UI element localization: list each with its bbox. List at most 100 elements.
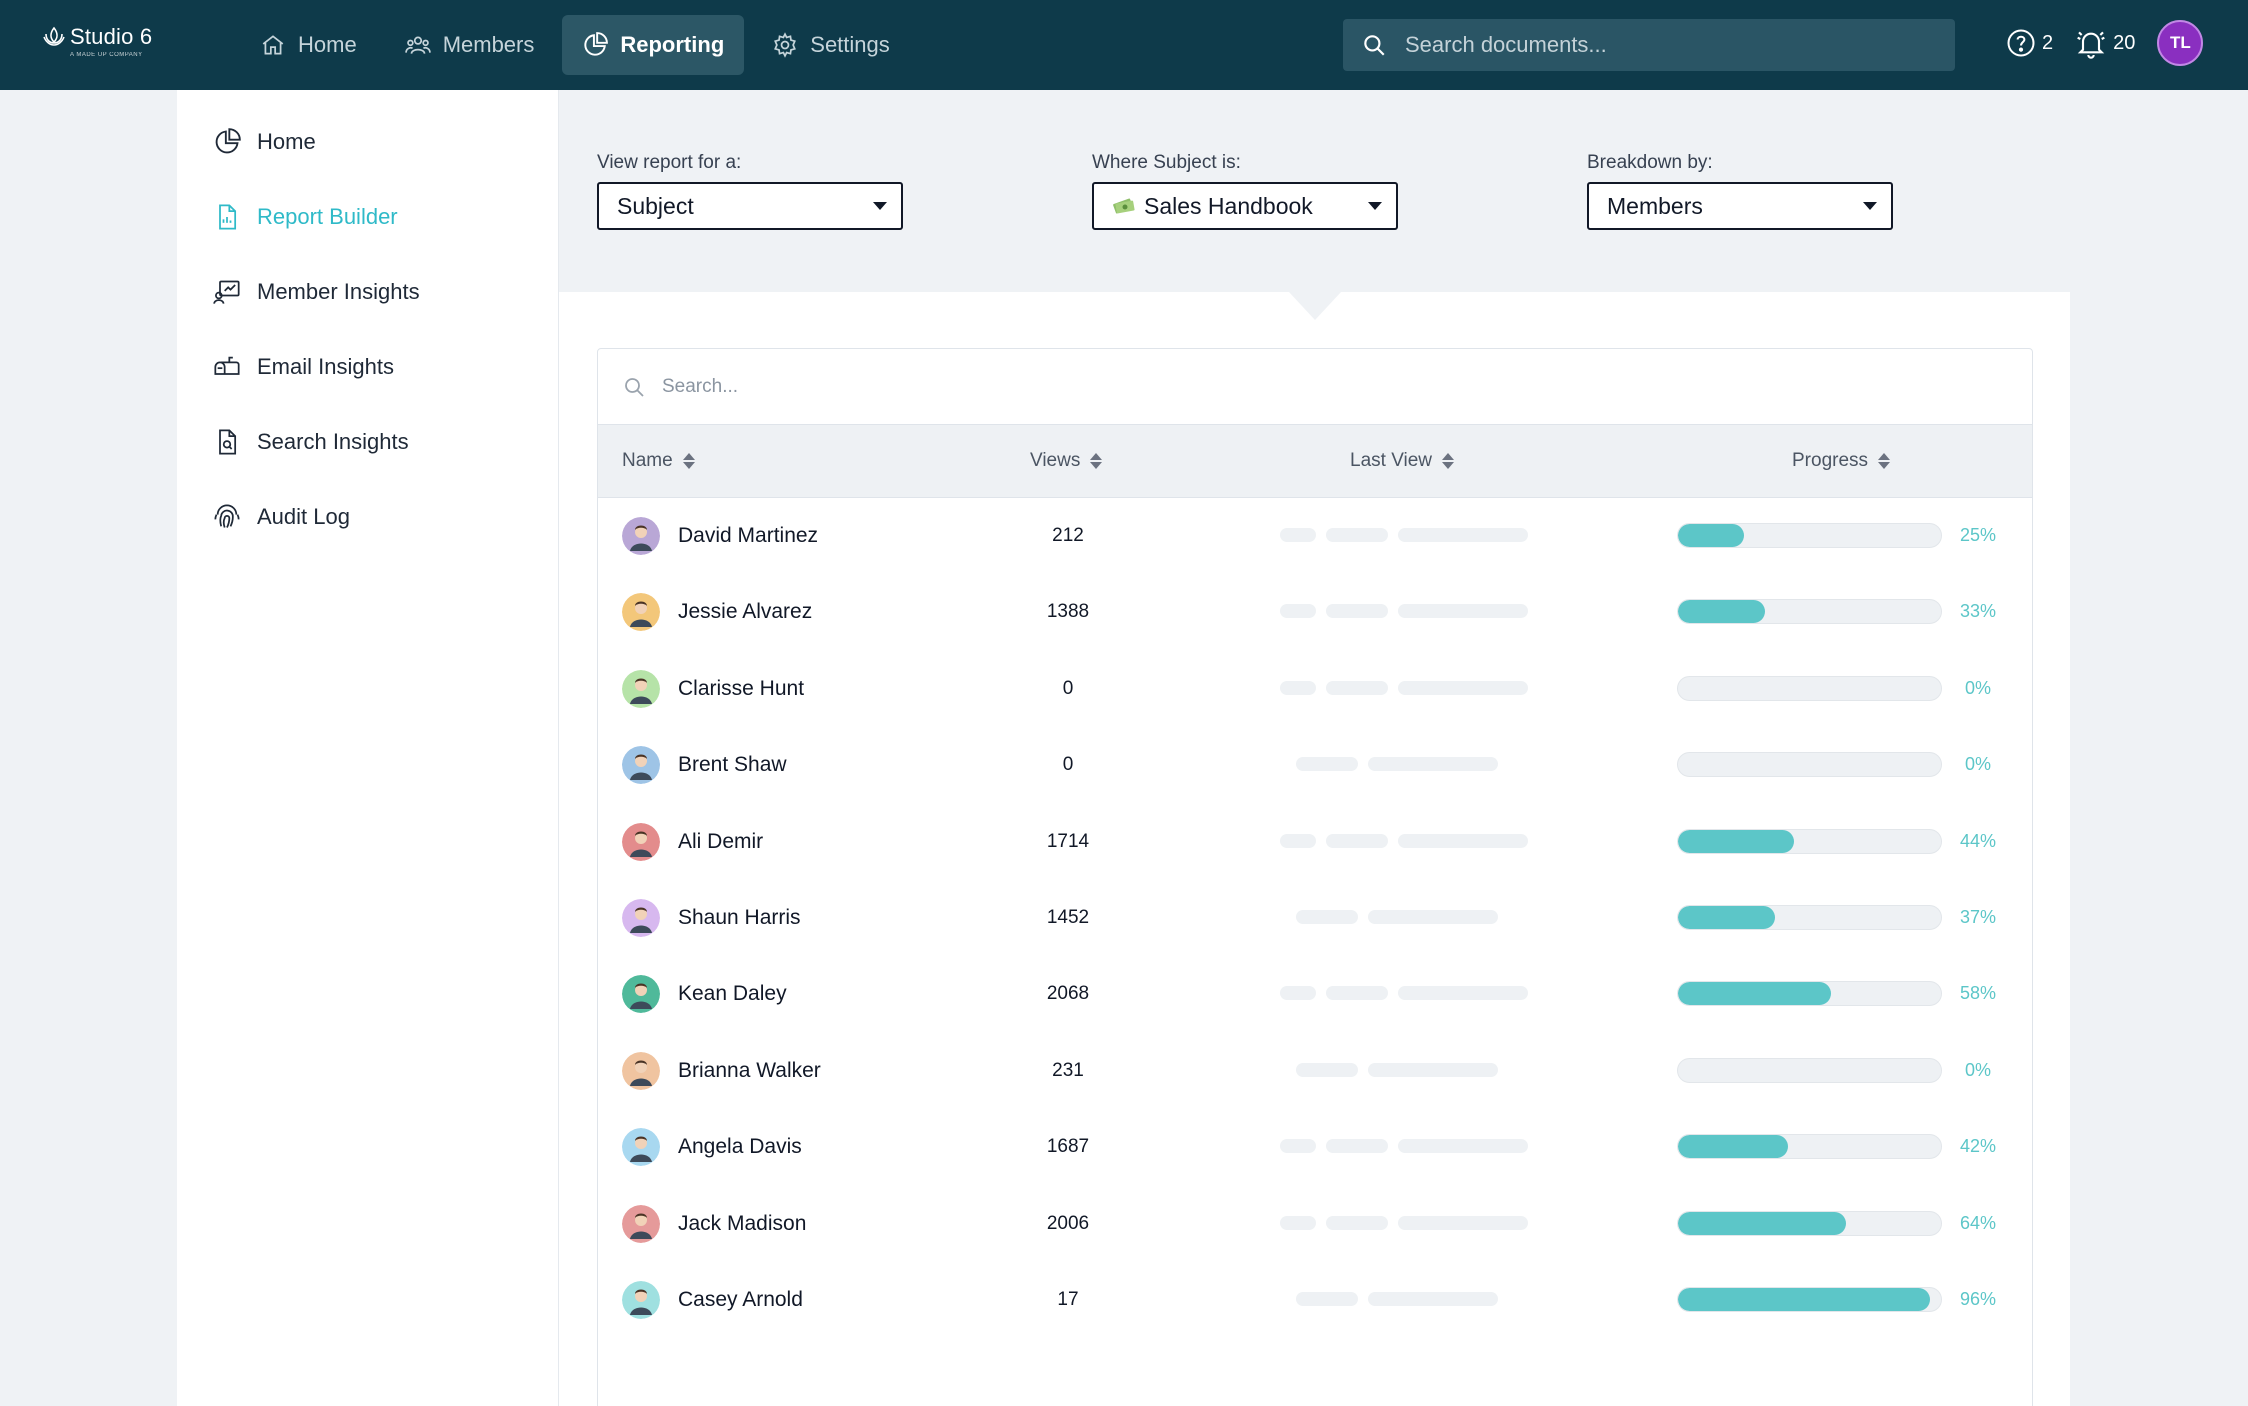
column-header-views[interactable]: Views <box>1030 450 1103 472</box>
nav-item-reporting[interactable]: Reporting <box>562 15 745 75</box>
select-value: Subject <box>617 192 694 219</box>
progress-bar <box>1677 904 1942 930</box>
logo[interactable]: Studio 6 A MADE UP COMPANY <box>42 24 152 58</box>
report-for-select[interactable]: Subject <box>597 182 903 230</box>
mailbox-icon <box>214 356 240 375</box>
table-row[interactable]: Brianna Walker 231 0% <box>598 1033 2032 1109</box>
sidebar-item-label: Email Insights <box>257 354 394 379</box>
progress-percent: 25% <box>1959 525 1997 545</box>
member-name[interactable]: Brent Shaw <box>678 753 787 777</box>
user-initials: TL <box>2169 33 2191 52</box>
last-view-placeholder <box>1296 757 1498 772</box>
avatar <box>622 669 660 708</box>
table-row[interactable]: Ali Demir 1714 44% <box>598 804 2032 880</box>
table-row[interactable]: Jack Madison 2006 64% <box>598 1186 2032 1262</box>
loading-placeholder <box>1280 1139 1316 1154</box>
progress-bar <box>1677 752 1942 778</box>
sidebar-item-label: Report Builder <box>257 204 398 229</box>
member-name[interactable]: Ali Demir <box>678 829 764 853</box>
member-name[interactable]: David Martinez <box>678 524 819 547</box>
notifications-button[interactable]: 20 <box>2075 27 2135 59</box>
sort-icon <box>682 453 695 469</box>
avatar <box>622 746 660 785</box>
gear-icon <box>774 32 797 58</box>
table-row[interactable]: Casey Arnold 17 96% <box>598 1262 2032 1338</box>
nav-item-settings[interactable]: Settings <box>752 15 910 75</box>
loading-placeholder <box>1398 1139 1528 1154</box>
progress-percent: 64% <box>1959 1212 1997 1233</box>
nav-item-home[interactable]: Home <box>240 15 377 75</box>
loading-placeholder <box>1280 833 1316 848</box>
sidebar-item-report-builder[interactable]: Report Builder <box>213 197 398 237</box>
user-avatar[interactable]: TL <box>2157 20 2204 66</box>
person-avatar-icon <box>622 1051 660 1090</box>
loading-placeholder <box>1398 986 1528 1001</box>
sidebar-item-label: Member Insights <box>257 279 420 304</box>
breakdown-select[interactable]: Members <box>1587 182 1893 230</box>
member-name[interactable]: Brianna Walker <box>678 1058 821 1082</box>
member-name[interactable]: Clarisse Hunt <box>678 676 805 700</box>
progress-bar <box>1677 599 1942 625</box>
loading-placeholder <box>1326 833 1388 848</box>
loading-placeholder <box>1326 986 1388 1001</box>
progress-bar <box>1677 675 1942 701</box>
sidebar-item-email-insights[interactable]: Email Insights <box>213 347 394 387</box>
column-header-name[interactable]: Name <box>622 450 695 472</box>
views-count: 2006 <box>1046 1212 1090 1234</box>
loading-placeholder <box>1280 528 1316 542</box>
avatar <box>622 898 660 937</box>
sidebar-item-label: Audit Log <box>257 504 350 529</box>
table-row[interactable]: Brent Shaw 0 0% <box>598 727 2032 803</box>
table-header: Name Views Last View Progress <box>598 425 2032 498</box>
last-view-placeholder <box>1296 909 1498 924</box>
views-count: 1714 <box>1046 830 1090 852</box>
last-view-placeholder <box>1296 1062 1498 1077</box>
member-name[interactable]: Shaun Harris <box>678 905 801 929</box>
table-row[interactable]: Jessie Alvarez 1388 33% <box>598 574 2032 650</box>
sidebar-item-member-insights[interactable]: Member Insights <box>213 272 420 312</box>
person-avatar-icon <box>622 746 660 785</box>
search-icon <box>1364 35 1385 56</box>
document-search-input[interactable] <box>1405 32 1925 58</box>
avatar <box>622 1280 660 1319</box>
progress-percent: 33% <box>1959 601 1997 622</box>
table-row[interactable]: Clarisse Hunt 0 0% <box>598 651 2032 727</box>
help-button[interactable]: 2 <box>2006 28 2053 58</box>
progress-percent: 96% <box>1959 1288 1997 1309</box>
member-name[interactable]: Casey Arnold <box>678 1287 803 1311</box>
table-row[interactable]: Shaun Harris 1452 37% <box>598 880 2032 956</box>
member-insights-icon <box>213 280 240 304</box>
views-count: 231 <box>1052 1059 1084 1081</box>
table-row[interactable]: Kean Daley 2068 58% <box>598 956 2032 1032</box>
loading-placeholder <box>1326 528 1388 542</box>
avatar <box>622 1128 660 1167</box>
chart-icon <box>215 128 241 154</box>
loading-placeholder <box>1296 909 1358 924</box>
sidebar-item-search-insights[interactable]: Search Insights <box>213 422 409 462</box>
loading-placeholder <box>1280 1215 1316 1230</box>
table-row[interactable]: David Martinez 212 25% <box>598 498 2032 574</box>
avatar <box>622 822 660 861</box>
member-name[interactable]: Kean Daley <box>678 982 787 1006</box>
avatar <box>622 593 660 632</box>
table-search-input[interactable] <box>662 375 1262 398</box>
person-avatar-icon <box>622 822 660 861</box>
column-header-progress[interactable]: Progress <box>1792 450 1891 472</box>
subject-select[interactable]: Sales Handbook <box>1092 182 1398 230</box>
loading-placeholder <box>1398 1215 1528 1230</box>
member-name[interactable]: Angela Davis <box>678 1135 802 1159</box>
main-content: View report for a: Subject Where Subject… <box>559 90 2070 1406</box>
nav-item-label: Members <box>442 32 535 57</box>
sidebar-item-audit-log[interactable]: Audit Log <box>213 497 350 537</box>
nav-item-members[interactable]: Members <box>385 15 555 75</box>
sidebar-item-home[interactable]: Home <box>213 122 316 162</box>
lotus-logo-icon <box>43 26 65 46</box>
person-avatar-icon <box>622 669 660 708</box>
member-name[interactable]: Jessie Alvarez <box>678 600 813 624</box>
column-header-last-view[interactable]: Last View <box>1350 450 1455 472</box>
progress-fill <box>1678 829 1794 853</box>
member-name[interactable]: Jack Madison <box>678 1211 807 1235</box>
loading-placeholder <box>1280 604 1316 619</box>
table-row[interactable]: Angela Davis 1687 42% <box>598 1109 2032 1185</box>
loading-placeholder <box>1326 1139 1388 1154</box>
